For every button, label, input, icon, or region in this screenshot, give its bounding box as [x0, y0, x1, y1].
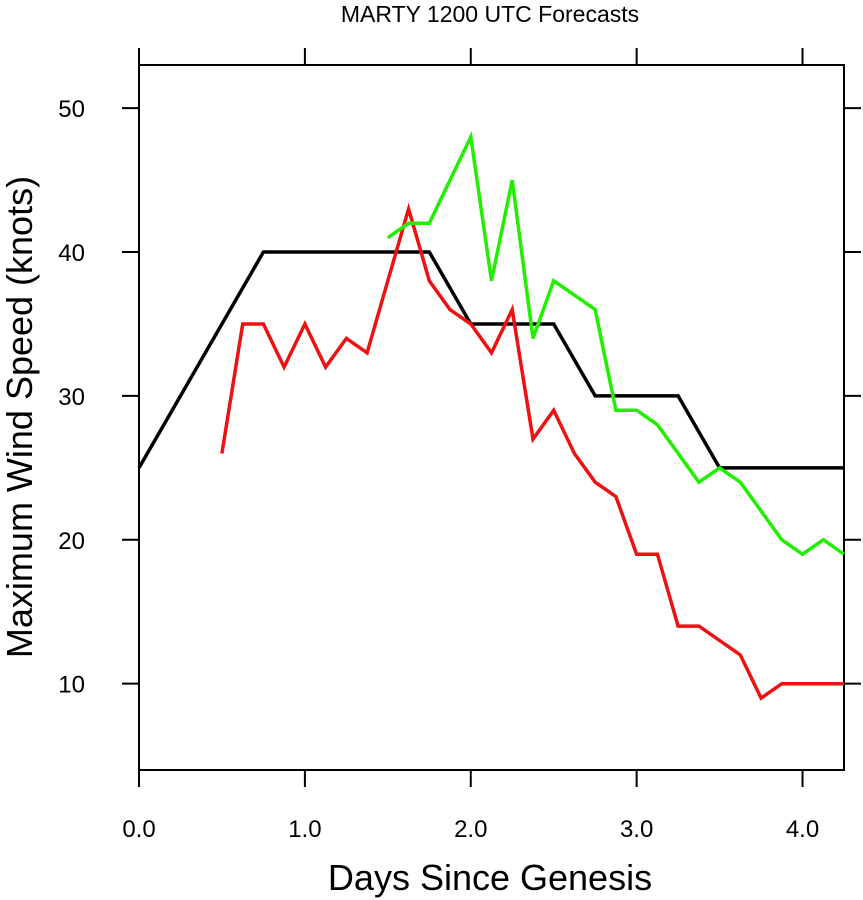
- y-tick-label: 20: [58, 528, 85, 555]
- x-axis-label: Days Since Genesis: [328, 857, 652, 898]
- x-tick-label: 3.0: [620, 816, 653, 843]
- plot-frame: [138, 64, 845, 771]
- x-tick-label: 2.0: [454, 816, 487, 843]
- y-tick-label: 10: [58, 672, 85, 699]
- series-line-3: [386, 130, 845, 557]
- y-tick-label: 40: [58, 240, 85, 267]
- x-tick-label: 4.0: [786, 816, 819, 843]
- y-axis-label: Maximum Wind Speed (knots): [0, 176, 40, 658]
- series-line-2: [220, 202, 844, 701]
- series-line-1: [137, 250, 844, 470]
- x-tick-label: 0.0: [122, 816, 155, 843]
- y-tick-label: 50: [58, 96, 85, 123]
- x-tick-label: 1.0: [288, 816, 321, 843]
- chart-title: MARTY 1200 UTC Forecasts: [341, 1, 639, 27]
- y-tick-label: 30: [58, 384, 85, 411]
- axis-ticks: 0.0 1.0 2.0 3.0 4.0 10 20 30 40 50: [58, 48, 861, 843]
- series-layer: [137, 130, 845, 701]
